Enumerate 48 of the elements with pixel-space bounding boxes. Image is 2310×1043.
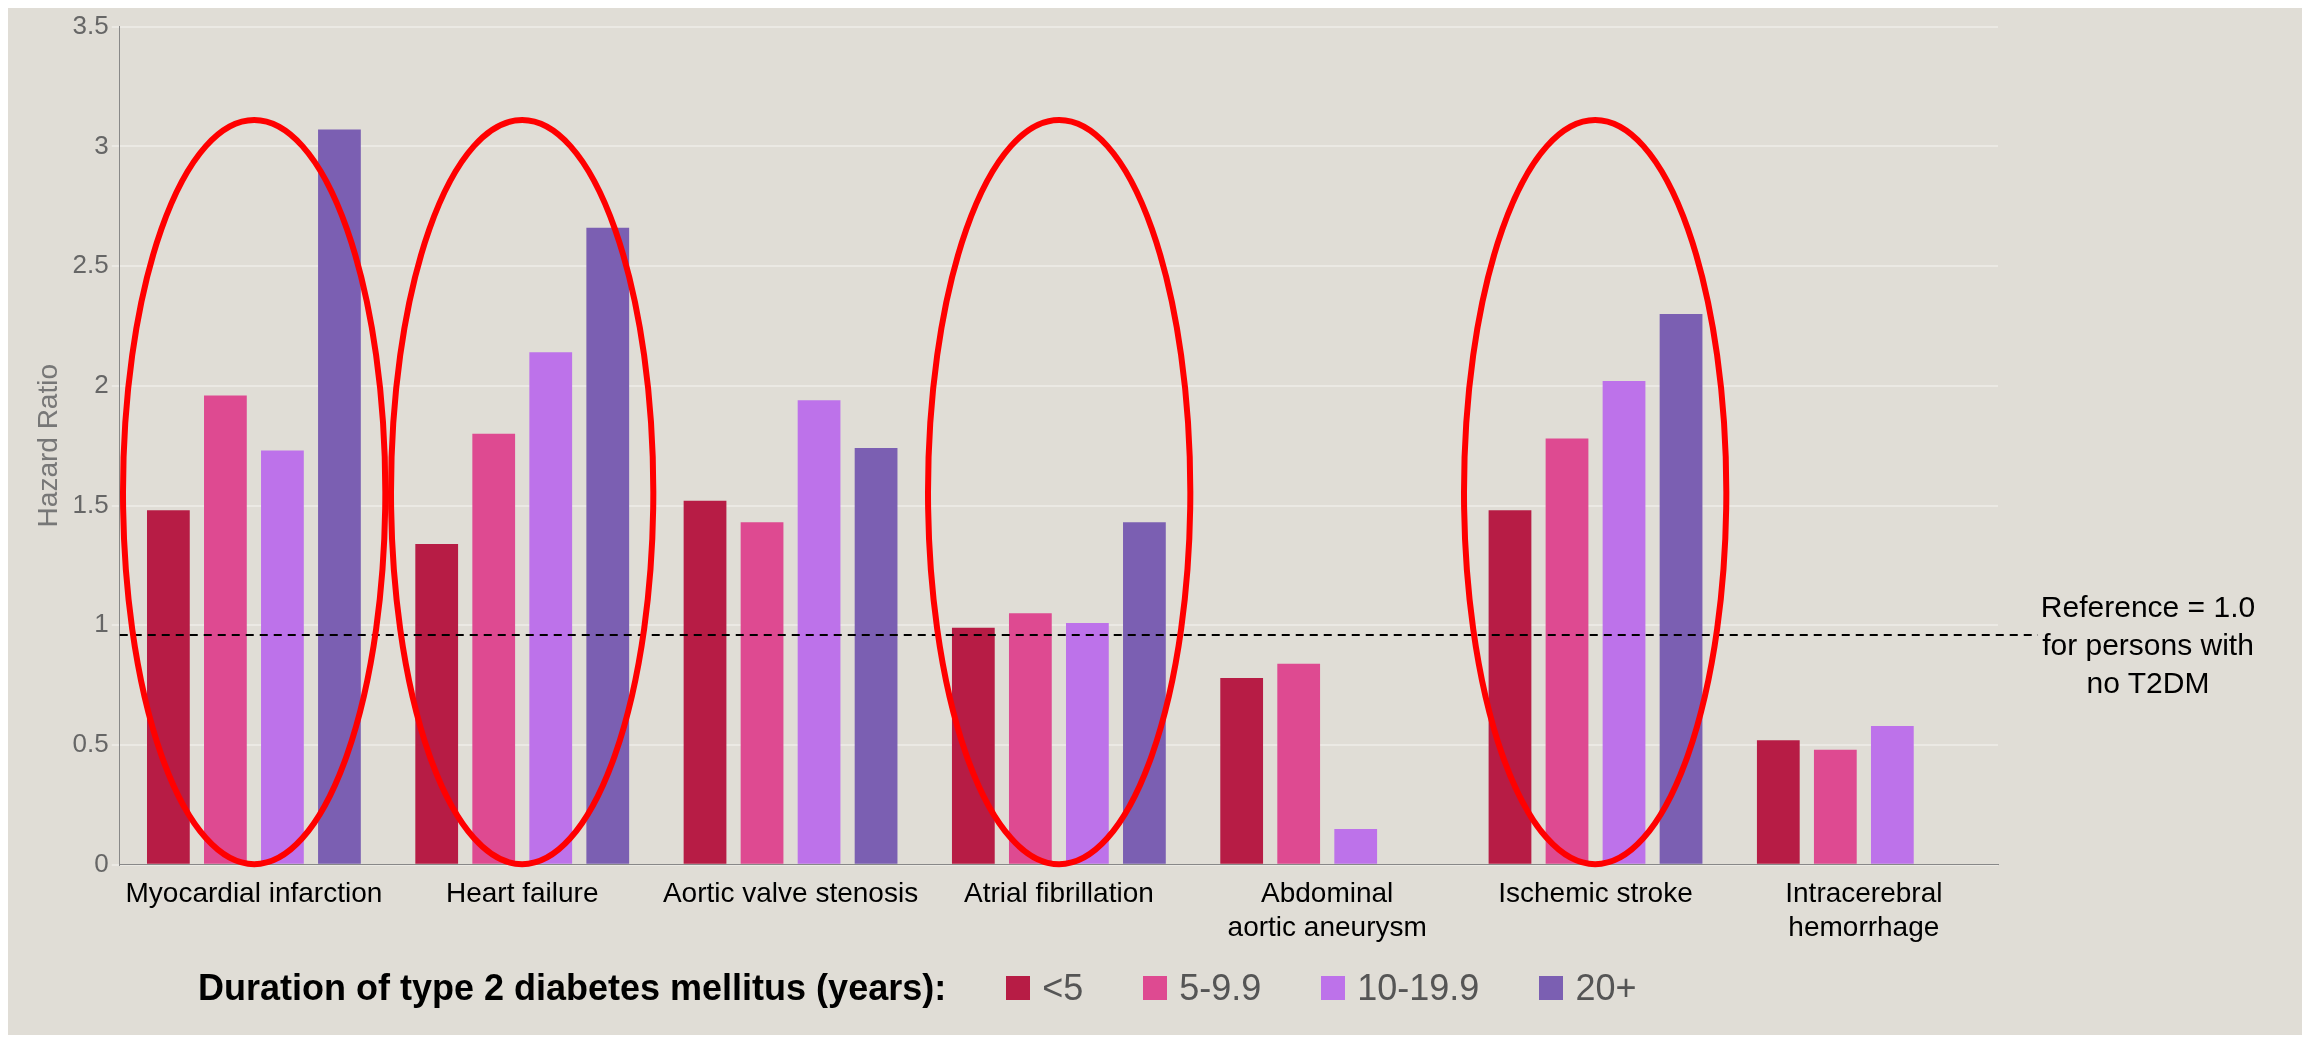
x-tick-label: Intracerebral hemorrhage (1785, 877, 1943, 942)
bar (797, 400, 841, 864)
bar (261, 450, 304, 864)
x-tick-label: Myocardial infarction (125, 877, 383, 909)
legend-label: 5-9.9 (1179, 967, 1262, 1009)
y-tick-label: 3 (94, 129, 109, 160)
bar (1545, 438, 1589, 864)
bar (951, 627, 995, 864)
bar (1066, 622, 1109, 864)
bar (1220, 678, 1264, 864)
x-tick-label: Aortic valve stenosis (662, 877, 919, 909)
y-tick-label: 1.5 (72, 488, 109, 519)
legend-label: 10-19.9 (1357, 967, 1480, 1009)
legend-label: <5 (1042, 967, 1084, 1009)
bar (740, 522, 784, 864)
bar (415, 543, 459, 864)
y-tick-label: 0 (94, 847, 109, 878)
y-axis-title: Hazard Ratio (31, 364, 63, 528)
y-tick-label: 3.5 (72, 9, 109, 40)
y-tick-label: 0.5 (72, 728, 109, 759)
bar (1334, 828, 1378, 864)
bar (854, 448, 898, 864)
legend-label: 20+ (1575, 967, 1637, 1009)
bar (318, 129, 361, 864)
bar (147, 510, 190, 864)
x-tick-label: Ischemic stroke (1498, 877, 1693, 909)
bar (1008, 613, 1052, 864)
x-tick-label: Heart failure (445, 877, 599, 909)
bar (204, 395, 247, 864)
ref-line-label: Reference = 1.0 for persons with no T2DM (2040, 589, 2256, 699)
bar (1870, 725, 1914, 864)
y-tick-label: 2 (94, 369, 109, 399)
bar (1123, 522, 1166, 864)
bar (586, 227, 630, 864)
x-tick-label: Atrial fibrillation (963, 877, 1154, 909)
bar (1488, 510, 1532, 864)
legend-title: Duration of type 2 diabetes mellitus (years): (198, 967, 947, 1009)
bar (1813, 749, 1857, 864)
bar (1756, 740, 1800, 864)
bar (529, 352, 573, 864)
y-tick-label: 1 (94, 608, 109, 639)
bar (1602, 381, 1646, 864)
bar (472, 433, 516, 864)
bar (1277, 663, 1321, 864)
bar (683, 500, 727, 864)
bar (1659, 313, 1703, 864)
x-tick-label: Abdominal aortic aneurysm (1227, 877, 1427, 942)
y-tick-label: 2.5 (72, 249, 109, 280)
